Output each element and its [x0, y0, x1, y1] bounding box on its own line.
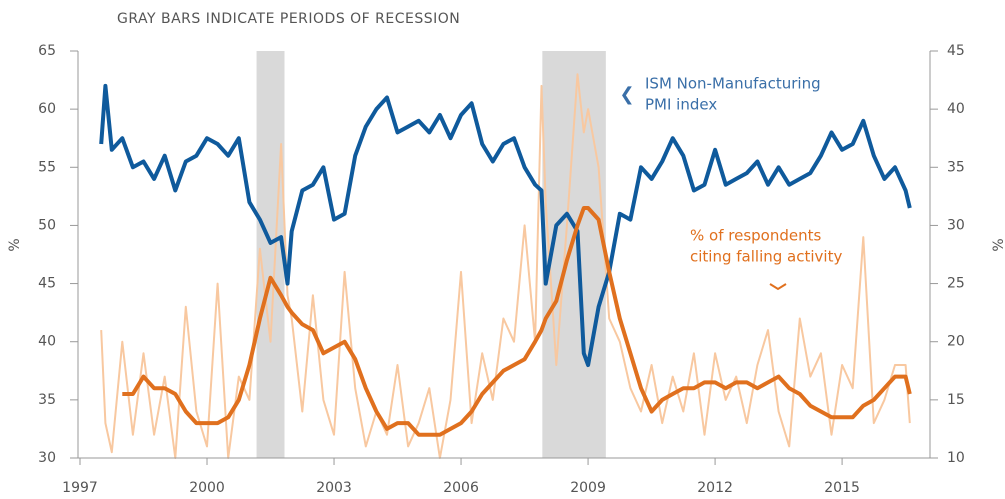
y-tick-label: 65: [38, 43, 56, 59]
y-tick-label: 30: [38, 450, 56, 466]
x-tick-label: 2012: [697, 480, 733, 496]
series-line: [99, 83, 912, 367]
x-tick-label: 2015: [824, 480, 860, 496]
x-tick-label: 1997: [62, 480, 98, 496]
chevron-down: [769, 283, 787, 291]
y-tick-label: 60: [38, 101, 56, 117]
y-axis-label: %: [7, 238, 23, 251]
y2-tick-label: 40: [947, 101, 965, 117]
y-tick-label: 55: [38, 159, 56, 175]
series-line: [122, 206, 912, 437]
y-tick-label: 50: [38, 217, 56, 233]
y2-tick-label: 35: [947, 159, 965, 175]
y2-axis-label: %: [991, 238, 1005, 251]
series-line: [100, 73, 911, 459]
y2-tick-label: 15: [947, 392, 965, 408]
y-tick-label: 40: [38, 334, 56, 350]
annotation: citing falling activity: [690, 248, 842, 266]
y2-tick-label: 25: [947, 276, 965, 292]
x-tick-label: 2003: [316, 480, 352, 496]
chevron-left: ❮: [619, 84, 634, 105]
y-tick-label: 45: [38, 276, 56, 292]
annotation: ISM Non-Manufacturing: [645, 75, 821, 93]
x-tick-label: 2000: [189, 480, 225, 496]
chart-title: GRAY BARS INDICATE PERIODS OF RECESSION: [117, 11, 460, 27]
x-tick-label: 2006: [443, 480, 479, 496]
y2-tick-label: 20: [947, 334, 965, 350]
y2-tick-label: 30: [947, 217, 965, 233]
annotation: % of respondents: [690, 227, 821, 245]
x-tick-label: 2009: [570, 480, 606, 496]
y2-tick-label: 45: [947, 43, 965, 59]
y-tick-label: 35: [38, 392, 56, 408]
lines: [99, 73, 912, 459]
y2-tick-label: 10: [947, 450, 965, 466]
annotation: PMI index: [645, 96, 717, 114]
